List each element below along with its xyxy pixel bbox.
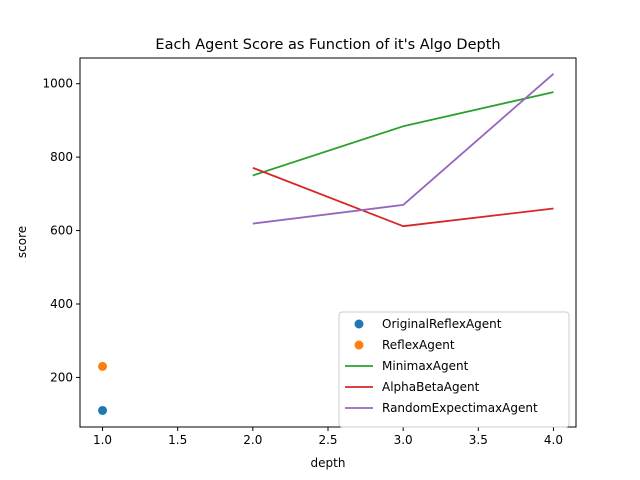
x-tick-label: 1.5	[168, 433, 187, 447]
y-tick-label: 400	[50, 297, 73, 311]
series-line-alphabetaagent	[252, 166, 554, 228]
y-tick-label: 200	[50, 370, 73, 384]
series-line-randomexpectimaxagent	[252, 73, 555, 225]
series-line-minimaxagent	[252, 91, 554, 177]
series-layer	[98, 73, 555, 415]
legend: OriginalReflexAgent ReflexAgent MinimaxAge…	[338, 311, 570, 428]
legend-label-originalreflexagent: OriginalReflexAgent	[382, 317, 502, 331]
y-axis-label: score	[15, 226, 29, 258]
data-point-reflexagent	[98, 361, 108, 371]
legend-swatch-originalreflexagent	[354, 319, 364, 329]
y-tick-label: 600	[50, 224, 73, 238]
x-tick-label: 1.0	[93, 433, 112, 447]
x-tick-label: 3.0	[394, 433, 413, 447]
y-tick-label: 800	[50, 150, 73, 164]
x-axis-label: depth	[311, 456, 346, 470]
chart-title: Each Agent Score as Function of it's Alg…	[155, 37, 500, 53]
legend-label-randomexpectimaxagent: RandomExpectimaxAgent	[382, 401, 538, 415]
legend-label-alphabetaagent: AlphaBetaAgent	[382, 380, 480, 394]
y-tick-label: 1000	[42, 77, 73, 91]
data-point-originalreflexagent	[98, 405, 108, 415]
x-tick-label: 2.5	[318, 433, 337, 447]
x-tick-label: 4.0	[544, 433, 563, 447]
axes-layer: 1.0 1.5 2.0 2.5 3.0 3.5 4.0 200 400 600 800 1000	[42, 57, 577, 447]
legend-label-reflexagent: ReflexAgent	[382, 338, 455, 352]
x-tick-label: 3.5	[469, 433, 488, 447]
legend-label-minimaxagent: MinimaxAgent	[382, 359, 469, 373]
legend-box	[338, 311, 570, 428]
legend-swatch-reflexagent	[354, 340, 364, 350]
x-tick-label: 2.0	[243, 433, 262, 447]
